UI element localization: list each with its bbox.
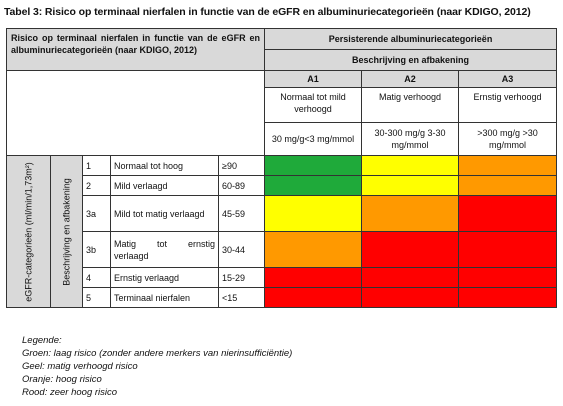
egfr-category: 3a [82,195,111,232]
albuminuria-subheader: Beschrijving en afbakening [264,49,558,71]
egfr-description: Mild tot matig verlaagd [110,195,219,232]
egfr-range: <15 [217,287,266,308]
egfr-sublabel: Beschrijving en afbakening [61,177,71,286]
egfr-range: 15-29 [217,267,266,288]
egfr-description: Normaal tot hoog [110,155,219,176]
risk-cell-orange [264,231,363,268]
albuminuria-range-a1: 30 mg/g<3 mg/mmol [264,122,363,156]
egfr-row: 2 Mild verlaagd 60-89 [7,175,558,196]
risk-cell-red [458,231,558,268]
risk-cell-green [264,175,363,196]
albuminuria-desc-a2: Matig verhoogd [361,87,460,123]
risk-cell-red [361,287,460,308]
legend: Legende: Groen: laag risico (zonder ande… [22,334,292,399]
albuminuria-range-a3: >300 mg/g >30 mg/mmol [458,122,558,156]
albuminuria-code-a3: A3 [458,70,558,88]
table-caption: Tabel 3: Risico op terminaal nierfalen i… [4,6,531,18]
egfr-category: 3b [82,231,111,268]
egfr-row: eGFR-categorieën (ml/min/1,73m²) Beschrij… [6,155,558,308]
risk-cell-red [264,287,363,308]
egfr-category: 5 [82,287,111,308]
egfr-category: 4 [82,267,111,288]
risk-cell-red [458,287,558,308]
egfr-label: eGFR-categorieën (ml/min/1,73m²) [23,161,33,302]
risk-cell-yellow [264,195,363,232]
albuminuria-code-a1: A1 [264,70,363,88]
table-header-left: Risico op terminaal nierfalen in functie… [5,28,266,71]
egfr-description: Terminaal nierfalen [110,287,219,308]
risk-cell-green [264,155,363,176]
legend-item-orange: Oranje: hoog risico [22,374,102,385]
egfr-range: 60-89 [217,175,266,196]
egfr-row: 3a Mild tot matig verlaagd 45-59 [7,195,558,232]
egfr-description: Mild verlaagd [110,175,219,196]
egfr-description: Matig tot ernstig verlaagd [110,231,219,268]
risk-cell-yellow [361,175,460,196]
legend-title: Legende: [22,335,62,346]
egfr-range: ≥90 [217,155,266,176]
risk-cell-orange [458,175,558,196]
egfr-description: Ernstig verlaagd [110,267,219,288]
risk-cell-orange [458,155,558,176]
risk-cell-yellow [361,155,460,176]
albuminuria-range-a2: 30-300 mg/g 3-30 mg/mmol [361,122,460,156]
kdigo-risk-table: Risico op terminaal nierfalen in functie… [5,28,558,308]
risk-cell-red [458,195,558,232]
header-empty-cell [5,70,266,156]
egfr-range: 45-59 [217,195,266,232]
albuminuria-desc-a3: Ernstig verhoogd [458,87,558,123]
risk-cell-red [458,267,558,288]
risk-cell-orange [361,195,460,232]
egfr-label-cell: eGFR-categorieën (ml/min/1,73m²) [6,155,51,308]
egfr-row: 3b Matig tot ernstig verlaagd 30-44 [7,231,558,268]
legend-item-yellow: Geel: matig verhoogd risico [22,361,138,372]
egfr-row: 4 Ernstig verlaagd 15-29 [7,267,558,288]
risk-cell-red [264,267,363,288]
egfr-range: 30-44 [217,231,266,268]
egfr-sublabel-cell: Beschrijving en afbakening [50,155,83,308]
legend-item-red: Rood: zeer hoog risico [22,387,118,398]
albuminuria-desc-a1: Normaal tot mild verhoogd [264,87,363,123]
risk-cell-red [361,231,460,268]
risk-cell-red [361,267,460,288]
egfr-category: 2 [82,175,111,196]
egfr-category: 1 [82,155,111,176]
egfr-row: 5 Terminaal nierfalen <15 [7,287,558,308]
legend-item-green: Groen: laag risico (zonder andere merker… [22,348,293,359]
albuminuria-header: Persisterende albuminuriecategorieën [264,28,558,50]
albuminuria-code-a2: A2 [361,70,460,88]
